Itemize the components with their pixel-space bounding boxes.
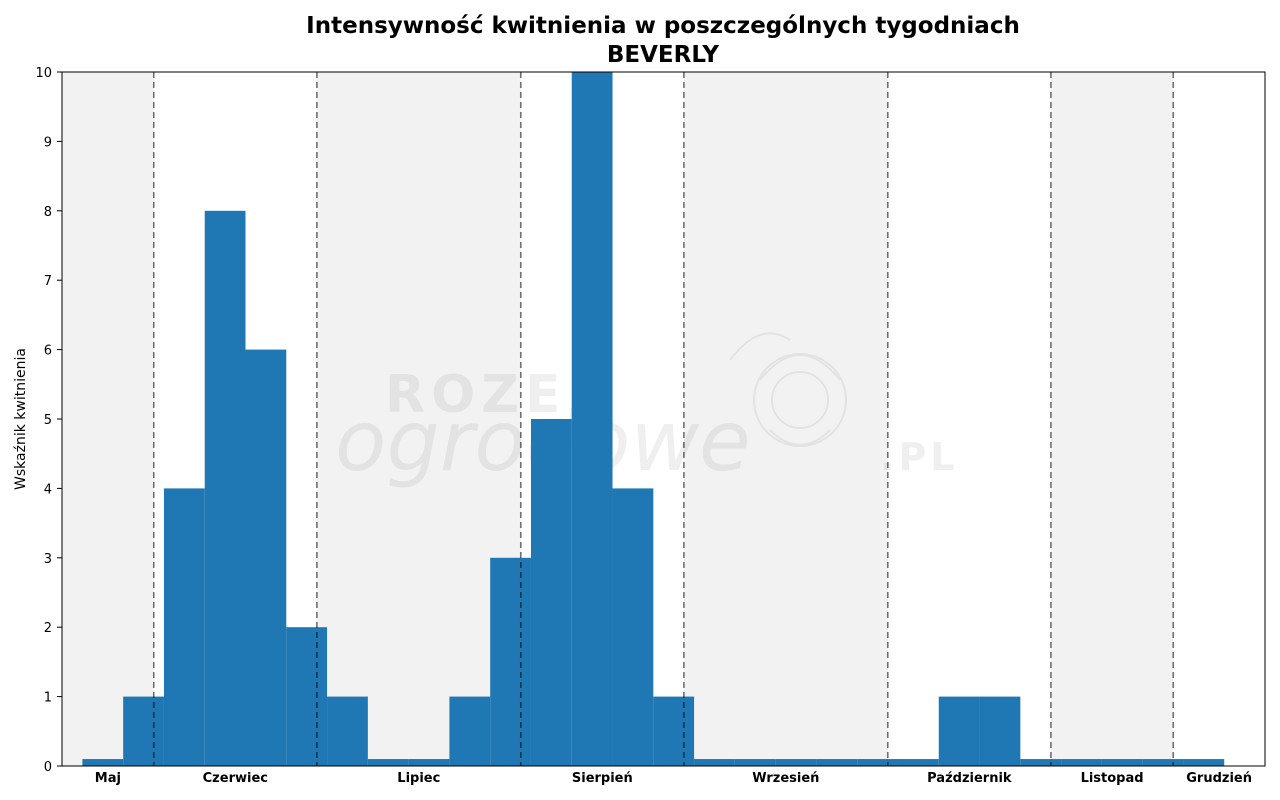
month-label: Grudzień [1186,771,1252,786]
y-tick-label: 8 [44,205,52,220]
bar [163,488,205,766]
bar [612,488,654,766]
bar [653,696,695,766]
chart-title: Intensywność kwitnienia w poszczególnych… [0,12,1280,70]
bar [571,72,613,766]
bar [327,696,368,766]
bar [897,759,939,766]
bar [1061,759,1102,766]
y-tick-label: 2 [44,621,52,636]
bar [82,759,124,766]
y-tick-label: 4 [44,482,52,497]
y-tick-label: 5 [44,413,52,428]
bar [449,696,491,766]
bar [816,759,858,766]
bar [530,419,572,766]
watermark-text-pl: .PL [880,435,959,479]
bar [1101,759,1143,766]
bars [82,72,1225,767]
watermark-text-roze: ROZE [385,365,566,425]
y-tick-label: 6 [44,344,52,359]
bar [490,557,531,766]
month-bands [62,72,1174,766]
bar [1183,759,1225,766]
month-label: Czerwiec [203,771,268,786]
bar [1142,759,1184,766]
y-tick-label: 0 [44,760,52,775]
month-label: Sierpień [572,771,633,786]
bar [694,759,735,766]
month-label: Maj [95,771,121,786]
month-band [683,72,888,766]
y-tick-label: 7 [44,274,52,289]
y-axis: 0 1 2 3 4 5 6 7 8 9 10 [35,66,62,775]
y-tick-label: 9 [44,135,52,150]
bar [408,759,450,766]
watermark-rose-icon [729,332,847,447]
bar [204,210,246,767]
bar [979,696,1021,766]
bar [775,759,817,766]
month-band [1050,72,1174,766]
month-dividers [152,72,1175,766]
bar [734,759,776,766]
y-tick-label: 3 [44,552,52,567]
month-label: Październik [927,771,1012,786]
month-label: Wrzesień [752,771,819,786]
month-label: Listopad [1081,771,1144,786]
y-tick-label: 1 [44,691,52,706]
month-band [62,72,154,766]
bar [367,759,409,766]
bar [286,627,328,766]
y-axis-label: Wskaźnik kwitnienia [13,348,29,490]
month-label: Lipiec [397,771,440,786]
bar [123,696,164,766]
bar [1020,759,1062,766]
bar [245,349,287,766]
x-axis-month-labels: Maj Czerwiec Lipiec Sierpień Wrzesień Paździe… [95,771,1252,786]
chart-title-line2: BEVERLY [606,42,720,68]
month-band [316,72,521,766]
bar [857,759,898,766]
bar [938,696,980,766]
y-tick-label: 10 [35,66,52,81]
chart-title-line1: Intensywność kwitnienia w poszczególnych… [306,13,1020,39]
